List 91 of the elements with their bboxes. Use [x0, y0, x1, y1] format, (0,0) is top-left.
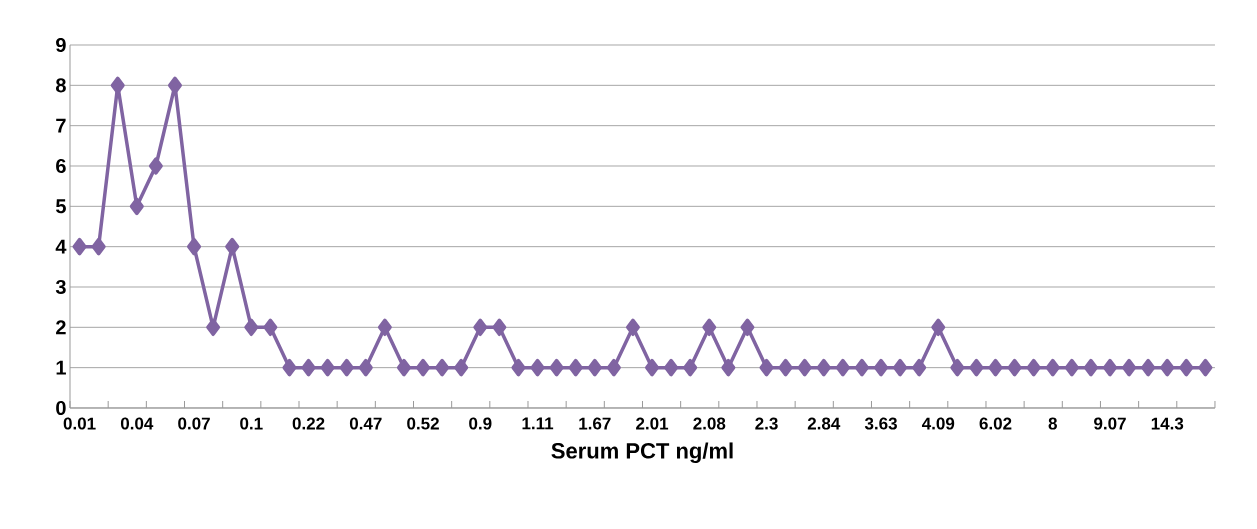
- point: [816, 358, 831, 377]
- x-tick-label: 0.07: [178, 417, 210, 430]
- point: [396, 358, 411, 377]
- point: [721, 358, 736, 377]
- y-tick-label: 4: [55, 239, 67, 254]
- point: [835, 358, 850, 377]
- point: [1103, 358, 1118, 377]
- point: [950, 358, 965, 377]
- point: [740, 318, 755, 337]
- point: [1083, 358, 1098, 377]
- point: [148, 157, 163, 175]
- point: [1141, 358, 1156, 377]
- point: [1198, 358, 1213, 377]
- point: [530, 358, 545, 377]
- point: [912, 358, 927, 377]
- point: [1179, 358, 1194, 377]
- point: [1007, 358, 1022, 377]
- x-tick-label: 3.63: [864, 417, 897, 430]
- y-tick-label: 9: [56, 37, 66, 53]
- point: [225, 237, 240, 256]
- point: [683, 358, 698, 377]
- point: [301, 358, 316, 377]
- point: [110, 76, 125, 95]
- y-tick-label: 6: [56, 158, 66, 174]
- x-tick-label: 1.11: [522, 417, 554, 430]
- point: [339, 358, 354, 377]
- point: [492, 318, 507, 337]
- x-tick-label: 6.02: [979, 417, 1012, 430]
- x-tick-label: 1.67: [579, 417, 611, 430]
- point: [1160, 358, 1175, 377]
- point: [587, 358, 602, 377]
- x-tick-label: 9.07: [1094, 417, 1126, 430]
- x-tick-label: 2.01: [636, 417, 669, 430]
- point: [167, 76, 182, 95]
- point: [1122, 358, 1137, 377]
- point: [854, 358, 869, 377]
- point: [358, 358, 373, 377]
- x-axis-title: Serum PCT ng/ml: [551, 442, 733, 464]
- point: [377, 318, 392, 337]
- point: [645, 358, 660, 377]
- point: [778, 358, 793, 377]
- point: [797, 358, 812, 377]
- y-tick-label: 7: [56, 118, 66, 133]
- point: [282, 358, 297, 377]
- x-tick-label: 0.22: [292, 417, 325, 430]
- point: [511, 358, 526, 377]
- x-tick-label: 0.1: [240, 417, 263, 430]
- y-tick-label: 5: [55, 199, 66, 214]
- x-tick-label: 0.52: [407, 417, 439, 430]
- y-tick-label: 8: [55, 78, 66, 93]
- point: [72, 237, 87, 256]
- x-tick-label: 2.08: [693, 417, 726, 430]
- x-tick-label: 0.04: [120, 417, 154, 430]
- x-tick-label: 2.3: [755, 417, 778, 430]
- point: [931, 318, 946, 337]
- point: [1045, 358, 1060, 377]
- x-tick-label: 4.09: [921, 417, 955, 430]
- point: [568, 358, 583, 377]
- point: [988, 358, 1003, 377]
- point: [874, 358, 889, 377]
- x-tick-label: 0.9: [469, 417, 492, 430]
- point: [969, 358, 984, 377]
- point: [263, 318, 278, 337]
- point: [549, 358, 564, 377]
- x-tick-label: 0.01: [63, 417, 96, 430]
- point: [416, 358, 431, 377]
- point: [606, 358, 621, 377]
- point: [473, 318, 488, 337]
- point: [454, 358, 469, 377]
- point: [435, 358, 450, 377]
- point: [91, 237, 106, 256]
- x-tick-label: 14.3: [1151, 417, 1184, 430]
- y-tick-label: 0: [56, 400, 66, 416]
- y-tick-label: 2: [56, 320, 66, 335]
- point: [893, 358, 908, 377]
- y-tick-label: 3: [55, 279, 66, 295]
- y-tick-label: 1: [56, 360, 66, 375]
- point: [702, 318, 717, 337]
- point: [759, 358, 774, 377]
- point: [129, 197, 144, 216]
- point: [664, 358, 679, 377]
- point: [320, 358, 335, 377]
- point: [625, 318, 640, 337]
- x-tick-label: 2.84: [807, 417, 841, 430]
- point: [1064, 358, 1079, 377]
- point: [206, 318, 221, 337]
- point: [1026, 358, 1041, 377]
- x-tick-label: 0.47: [349, 417, 382, 430]
- x-tick-label: 8: [1048, 417, 1057, 430]
- point: [187, 237, 202, 256]
- point: [244, 318, 259, 337]
